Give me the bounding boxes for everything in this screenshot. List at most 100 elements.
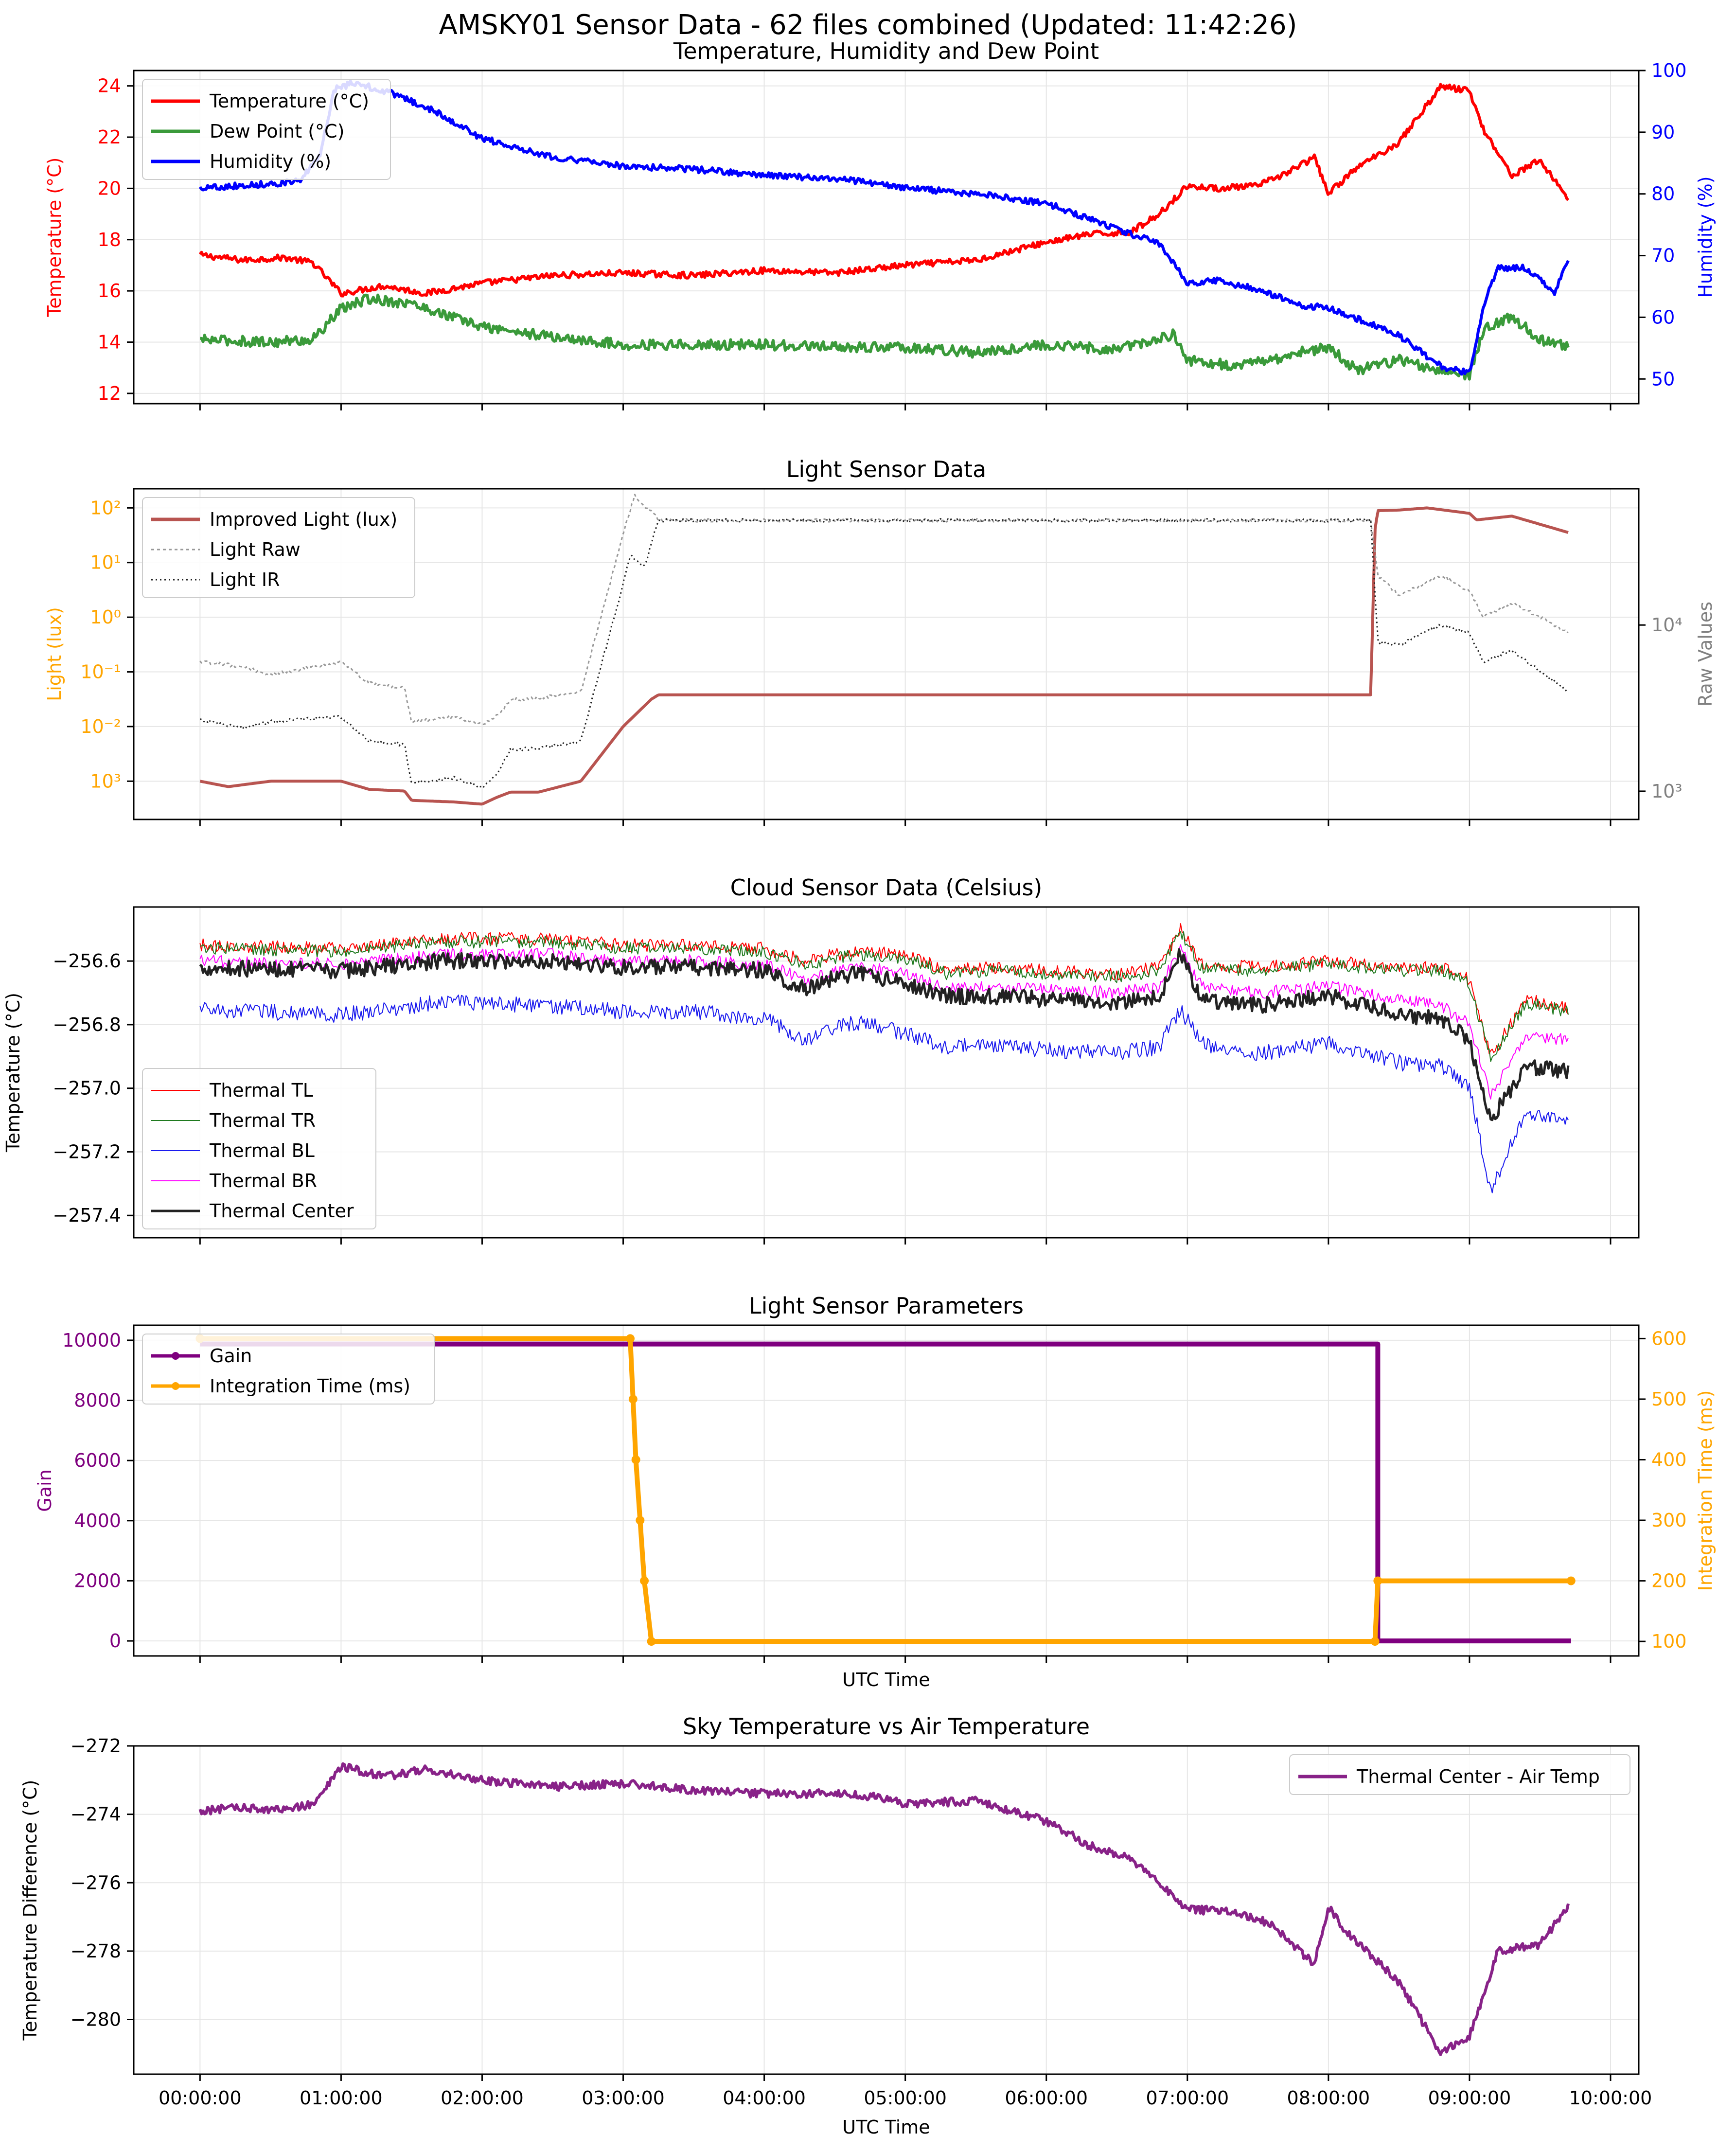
series-line-light-raw [199, 494, 1569, 726]
y2-tick-label: 100 [1651, 1631, 1687, 1652]
y-tick-label: 8000 [74, 1390, 121, 1411]
x-tick-label: 00:00:00 [159, 2087, 242, 2109]
series-line-improved-light-lux- [199, 506, 1569, 806]
panel-light-params: Light Sensor Parameters UTC Time 0 2000 4000… [34, 1293, 1716, 1690]
series-line-temperature-c- [198, 83, 1570, 298]
legend-box [142, 1068, 376, 1229]
x-tick-label: 08:00:00 [1287, 2087, 1370, 2109]
legend-box [1289, 1754, 1630, 1795]
legend-label: Improved Light (lux) [210, 509, 397, 530]
panel-sky-vs-air: Sky Temperature vs Air Temperature 00:00:… [19, 1713, 1652, 2138]
y2-axis-label: Raw Values [1695, 602, 1716, 707]
legend-label: Gain [210, 1345, 252, 1367]
legend-label: Light Raw [210, 539, 301, 560]
y2-tick-label: 50 [1651, 368, 1675, 390]
y-tick-label: −257.4 [53, 1205, 121, 1226]
y-tick-label: 10⁻² [80, 716, 121, 737]
panel-light-sensor: Light Sensor Data 10³ 10⁻² 10⁻¹ 10⁰ 10¹ 10² Lig… [44, 456, 1716, 826]
axes-frame [133, 906, 1640, 1239]
axes-frame [133, 1324, 1640, 1657]
series-marker [640, 1576, 649, 1585]
y2-tick-label: 400 [1651, 1449, 1687, 1470]
y-tick-label: −257.0 [53, 1078, 121, 1099]
y-tick-label: 10000 [62, 1330, 121, 1351]
legend-label: Thermal TR [209, 1110, 316, 1131]
x-tick-label: 02:00:00 [441, 2087, 524, 2109]
y-tick-label: 12 [98, 383, 121, 404]
y2-axis-label: Integration Time (ms) [1695, 1390, 1716, 1591]
y2-tick-label: 10⁴ [1651, 614, 1683, 636]
y-tick-label: −256.6 [53, 950, 121, 972]
axes-frame [133, 488, 1640, 820]
series-line-humidity- [198, 79, 1570, 376]
y-tick-label: 10⁻¹ [80, 661, 121, 683]
legend-label: Thermal Center - Air Temp [1356, 1766, 1600, 1787]
y-tick-label: 4000 [74, 1510, 121, 1531]
y-tick-label: 20 [98, 178, 121, 199]
series-line-gain [200, 1341, 1571, 1644]
panel-title: Cloud Sensor Data (Celsius) [730, 874, 1043, 901]
series-line-light-ir [200, 518, 1569, 789]
x-axis-label: UTC Time [842, 1669, 930, 1690]
y2-tick-label: 70 [1651, 245, 1675, 267]
series-line-dew-point-c- [200, 293, 1570, 381]
series-line-thermal-bl [199, 995, 1569, 1193]
y2-tick-label: 60 [1651, 306, 1675, 328]
x-tick-label: 01:00:00 [300, 2087, 383, 2109]
series-marker [1370, 1637, 1380, 1646]
legend-label: Humidity (%) [210, 151, 331, 172]
y-tick-label: 0 [109, 1630, 121, 1652]
y-tick-label: 10⁰ [90, 606, 121, 628]
series-marker [631, 1455, 640, 1464]
legend-label: Dew Point (°C) [210, 121, 344, 142]
legend-label: Integration Time (ms) [210, 1375, 410, 1397]
panel-temp-humidity: Temperature, Humidity and Dew Point 12 14 1… [44, 38, 1716, 410]
x-tick-label: 09:00:00 [1428, 2087, 1511, 2109]
y-tick-label: 2000 [74, 1570, 121, 1591]
panel-title: Temperature, Humidity and Dew Point [673, 38, 1099, 64]
y-tick-label: −257.2 [53, 1141, 121, 1162]
x-tick-label: 05:00:00 [864, 2087, 947, 2109]
legend-label: Temperature (°C) [209, 90, 369, 112]
y-axis-label: Light (lux) [44, 607, 65, 701]
legend-box [142, 497, 415, 598]
y-axis-label: Temperature Difference (°C) [19, 1780, 41, 2041]
y2-tick-label: 300 [1651, 1510, 1687, 1531]
legend-marker [172, 1382, 179, 1390]
x-tick-label: 07:00:00 [1146, 2087, 1229, 2109]
y-tick-label: −278 [71, 1940, 121, 1962]
series-marker [628, 1394, 638, 1404]
y-tick-label: −272 [71, 1735, 121, 1757]
legend-label: Thermal TL [209, 1080, 313, 1101]
series-marker [647, 1637, 656, 1646]
x-tick-label: 10:00:00 [1569, 2087, 1652, 2109]
y2-tick-label: 90 [1651, 122, 1675, 143]
y-tick-label: −274 [71, 1804, 121, 1825]
figure-title: AMSKY01 Sensor Data - 62 files combined … [439, 9, 1297, 41]
legend-label: Thermal Center [209, 1200, 354, 1222]
y-tick-label: 22 [98, 126, 121, 148]
x-tick-label: 04:00:00 [723, 2087, 806, 2109]
panel-cloud-sensor: Cloud Sensor Data (Celsius) −256.6 −256.8 −… [2, 874, 1640, 1245]
panel-title: Light Sensor Parameters [749, 1293, 1024, 1319]
legend-marker [172, 1352, 179, 1360]
y-tick-label: −256.8 [53, 1014, 121, 1035]
y2-tick-label: 500 [1651, 1388, 1687, 1410]
legend-box [142, 79, 391, 180]
series-marker [1566, 1576, 1576, 1585]
y-axis-label: Gain [34, 1469, 55, 1512]
series-marker [636, 1516, 645, 1525]
y-axis-label: Temperature (°C) [44, 158, 65, 318]
y-tick-label: 10² [90, 497, 121, 518]
y-tick-label: 14 [98, 332, 121, 353]
y2-tick-label: 100 [1651, 60, 1687, 81]
series-line-thermal-center [199, 948, 1570, 1121]
panel-title: Sky Temperature vs Air Temperature [683, 1713, 1090, 1740]
y-tick-label: −276 [71, 1872, 121, 1893]
x-tick-label: 03:00:00 [582, 2087, 665, 2109]
panel-title: Light Sensor Data [786, 456, 987, 482]
series-marker [626, 1334, 635, 1343]
series-line-thermal-tr [200, 931, 1569, 1062]
y2-tick-label: 80 [1651, 183, 1675, 205]
